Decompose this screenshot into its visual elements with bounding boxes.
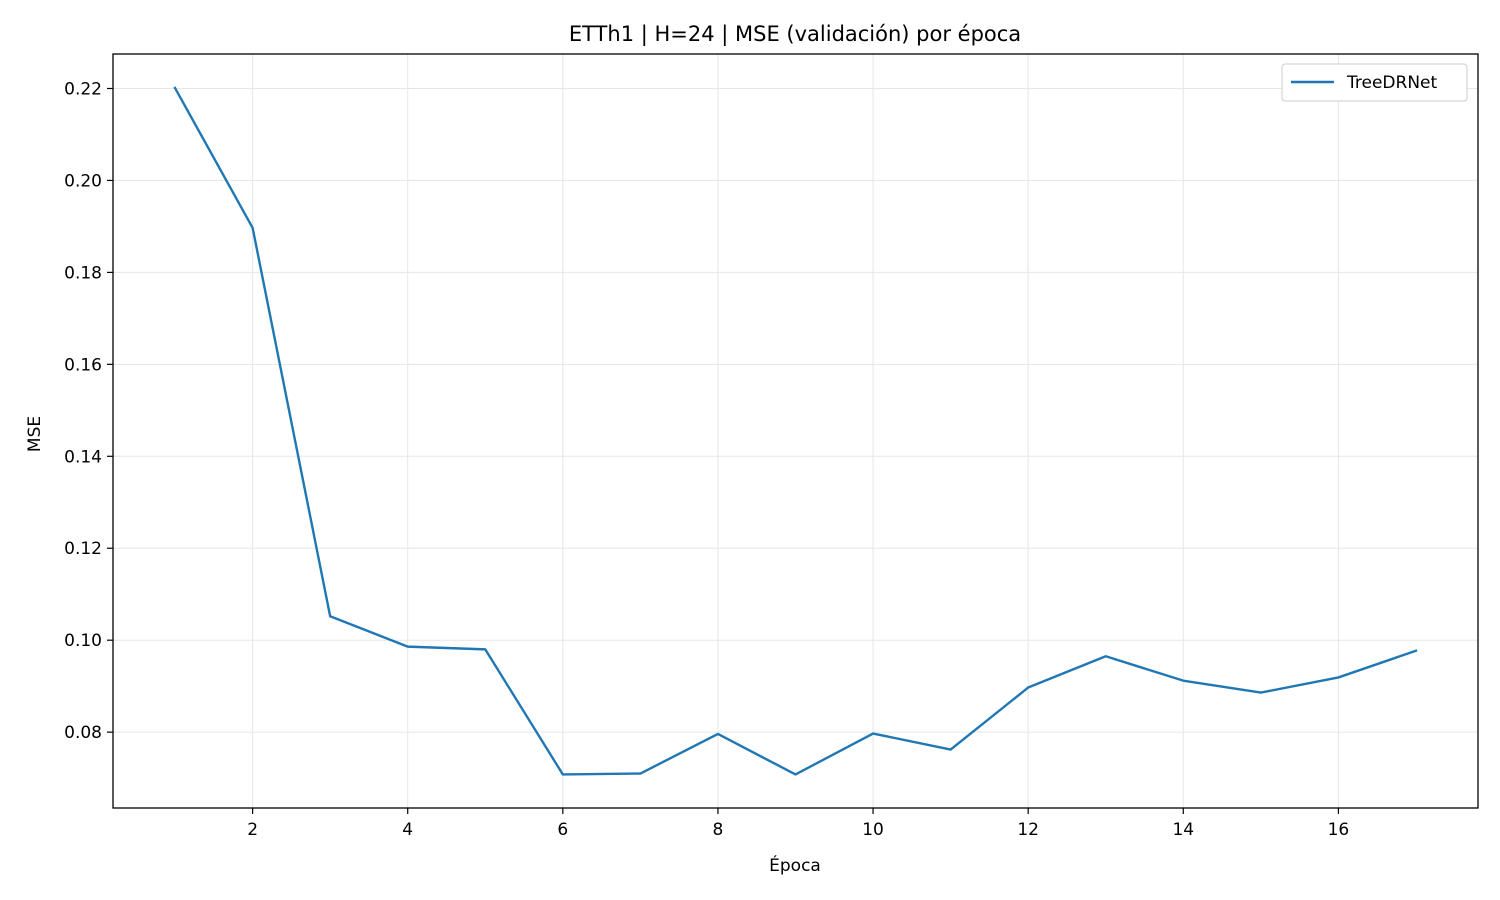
x-tick-label: 6 bbox=[557, 820, 568, 840]
x-tick-label: 10 bbox=[862, 820, 884, 840]
y-tick-label: 0.16 bbox=[64, 355, 102, 375]
x-tick-label: 2 bbox=[247, 820, 258, 840]
y-axis-label: MSE bbox=[25, 416, 45, 452]
grid bbox=[113, 54, 1478, 808]
y-tick-label: 0.22 bbox=[64, 79, 102, 99]
y-tick-label: 0.12 bbox=[64, 539, 102, 559]
x-tick-label: 12 bbox=[1017, 820, 1039, 840]
plot-frame bbox=[112, 53, 1479, 809]
legend-label: TreeDRNet bbox=[1346, 73, 1437, 93]
legend: TreeDRNet bbox=[1281, 63, 1468, 102]
x-tick-label: 14 bbox=[1172, 820, 1194, 840]
series-layer bbox=[173, 86, 1418, 776]
y-tick-label: 0.10 bbox=[64, 631, 102, 651]
series-line bbox=[173, 86, 1418, 776]
x-tick-label: 4 bbox=[402, 820, 413, 840]
x-axis-label: Época bbox=[769, 854, 821, 876]
y-tick-label: 0.20 bbox=[64, 171, 102, 191]
y-tick-label: 0.18 bbox=[64, 263, 102, 283]
x-tick-label: 16 bbox=[1328, 820, 1350, 840]
y-tick-label: 0.14 bbox=[64, 447, 102, 467]
chart-title: ETTh1 | H=24 | MSE (validación) por époc… bbox=[569, 22, 1021, 47]
x-axis: 2 4 6 8 10 12 14 16 bbox=[247, 808, 1349, 840]
legend-box bbox=[1281, 63, 1468, 102]
x-tick-label: 8 bbox=[713, 820, 724, 840]
y-axis: 0.08 0.10 0.12 0.14 0.16 0.18 0.20 0.22 bbox=[64, 79, 113, 743]
y-tick-label: 0.08 bbox=[64, 723, 102, 743]
